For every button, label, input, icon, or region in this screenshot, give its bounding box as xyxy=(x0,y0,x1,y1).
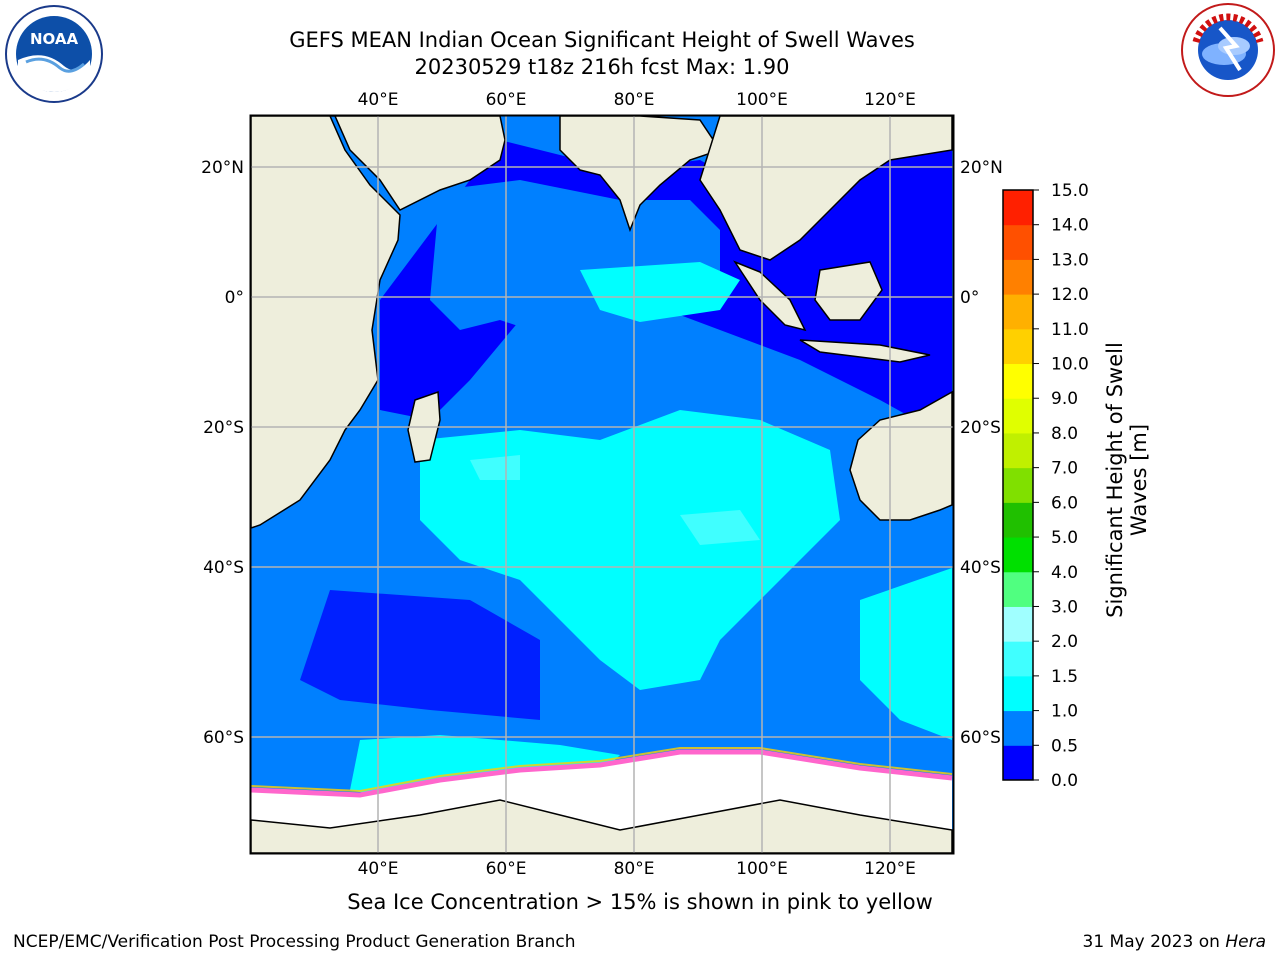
ocean-swell-1.0-1.5-equatorial xyxy=(580,262,740,322)
colorbar-segment xyxy=(1003,190,1033,226)
colorbar-tick-label: 11.0 xyxy=(1051,320,1089,340)
colorbar-segment xyxy=(1003,710,1033,746)
lat-tick-left-20n: 20°N xyxy=(201,158,244,178)
footer-credit: NCEP/EMC/Verification Post Processing Pr… xyxy=(13,932,576,952)
lon-tick-bottom-60e: 60°E xyxy=(486,859,527,879)
lon-tick-bottom-80e: 80°E xyxy=(614,859,655,879)
land-australia xyxy=(849,390,953,521)
land-sumatra xyxy=(733,260,807,332)
sea-ice-edge-yellow xyxy=(250,747,953,793)
colorbar: 0.0 0.5 1.0 1.5 2.0 3.0 4.0 5.0 6.0 7.0 8.0 9.0 10.0… xyxy=(1002,181,1089,791)
colorbar-tick-label: 3.0 xyxy=(1051,597,1078,617)
ocean-swell-1.5-2.0 xyxy=(470,455,520,480)
noaa-logo-text: NOAA xyxy=(30,30,79,48)
noaa-logo: NOAA xyxy=(5,5,103,103)
colorbar-segment xyxy=(1003,294,1033,330)
colorbar-segment xyxy=(1003,641,1033,677)
lat-tick-left-60s: 60°S xyxy=(203,728,244,748)
colorbar-tick-label: 10.0 xyxy=(1051,355,1089,375)
lat-tick-left-0: 0° xyxy=(225,288,244,308)
sea-ice-caption: Sea Ice Concentration > 15% is shown in … xyxy=(347,890,933,914)
lon-tick-bottom-120e: 120°E xyxy=(864,859,916,879)
colorbar-tick-label: 13.0 xyxy=(1051,250,1089,270)
nws-logo xyxy=(1181,3,1275,97)
lon-tick-bottom-40e: 40°E xyxy=(358,859,399,879)
colorbar-segment xyxy=(1003,571,1033,607)
colorbar-tick-label: 0.0 xyxy=(1051,771,1078,791)
colorbar-tick-label: 8.0 xyxy=(1051,424,1078,444)
land-java xyxy=(799,339,931,363)
footer-date-text: 31 May 2023 on xyxy=(1082,932,1226,952)
lat-tick-right-20n: 20°N xyxy=(960,158,1003,178)
colorbar-tick-label: 7.0 xyxy=(1051,459,1078,479)
ocean-swell-0.0-0.5-south xyxy=(300,590,540,720)
colorbar-tick-label: 14.0 xyxy=(1051,216,1089,236)
colorbar-label: Significant Height of Swell Waves [m] xyxy=(1103,342,1151,618)
land-borneo xyxy=(814,261,883,321)
colorbar-tick-label: 15.0 xyxy=(1051,181,1089,201)
chart-subtitle: 20230529 t18z 216h fcst Max: 1.90 xyxy=(414,55,790,79)
colorbar-segment xyxy=(1003,606,1033,642)
colorbar-segment xyxy=(1003,745,1033,781)
colorbar-tick-label: 1.5 xyxy=(1051,667,1078,687)
colorbar-segment xyxy=(1003,224,1033,260)
gridlines xyxy=(251,116,953,853)
colorbar-tick-label: 5.0 xyxy=(1051,528,1078,548)
ocean-swell-1.0-1.5-central xyxy=(420,410,840,690)
lon-tick-top-60e: 60°E xyxy=(486,90,527,110)
footer-host: Hera xyxy=(1225,932,1266,952)
ocean-swell-1.5-2.0-b xyxy=(680,510,760,545)
land-southeast-asia xyxy=(699,115,953,261)
lat-tick-right-0: 0° xyxy=(960,288,979,308)
colorbar-frame xyxy=(1002,189,1034,781)
map-frame xyxy=(249,114,955,855)
colorbar-tick-label: 4.0 xyxy=(1051,563,1078,583)
lon-tick-top-100e: 100°E xyxy=(736,90,788,110)
lon-tick-top-40e: 40°E xyxy=(358,90,399,110)
colorbar-tick-label: 1.0 xyxy=(1051,702,1078,722)
lon-tick-top-120e: 120°E xyxy=(864,90,916,110)
colorbar-segment xyxy=(1003,328,1033,365)
colorbar-segment xyxy=(1003,467,1033,503)
lon-tick-top-80e: 80°E xyxy=(614,90,655,110)
footer-date: 31 May 2023 on Hera xyxy=(1083,932,1267,952)
lon-tick-bottom-100e: 100°E xyxy=(736,859,788,879)
colorbar-segment xyxy=(1003,537,1033,573)
lat-tick-right-40s: 40°S xyxy=(960,558,1001,578)
colorbar-segment xyxy=(1003,259,1033,295)
colorbar-segment xyxy=(1003,398,1033,434)
colorbar-tick-label: 12.0 xyxy=(1051,285,1089,305)
chart-title: GEFS MEAN Indian Ocean Significant Heigh… xyxy=(289,28,915,52)
colorbar-tick-label: 2.0 xyxy=(1051,632,1078,652)
lat-tick-right-20s: 20°S xyxy=(960,418,1001,438)
colorbar-segment xyxy=(1003,675,1033,712)
lat-tick-left-40s: 40°S xyxy=(203,558,244,578)
sea-ice-edge xyxy=(250,749,953,798)
colorbar-segment xyxy=(1003,502,1033,538)
lat-tick-right-60s: 60°S xyxy=(960,728,1001,748)
colorbar-tick-label: 6.0 xyxy=(1051,493,1078,513)
colorbar-segment xyxy=(1003,363,1033,399)
colorbar-tick-label: 9.0 xyxy=(1051,389,1078,409)
ocean-swell-1.0-1.5-east xyxy=(860,568,952,740)
colorbar-segment xyxy=(1003,432,1033,469)
colorbar-tick-label: 0.5 xyxy=(1051,736,1078,756)
lat-tick-left-20s: 20°S xyxy=(203,418,244,438)
